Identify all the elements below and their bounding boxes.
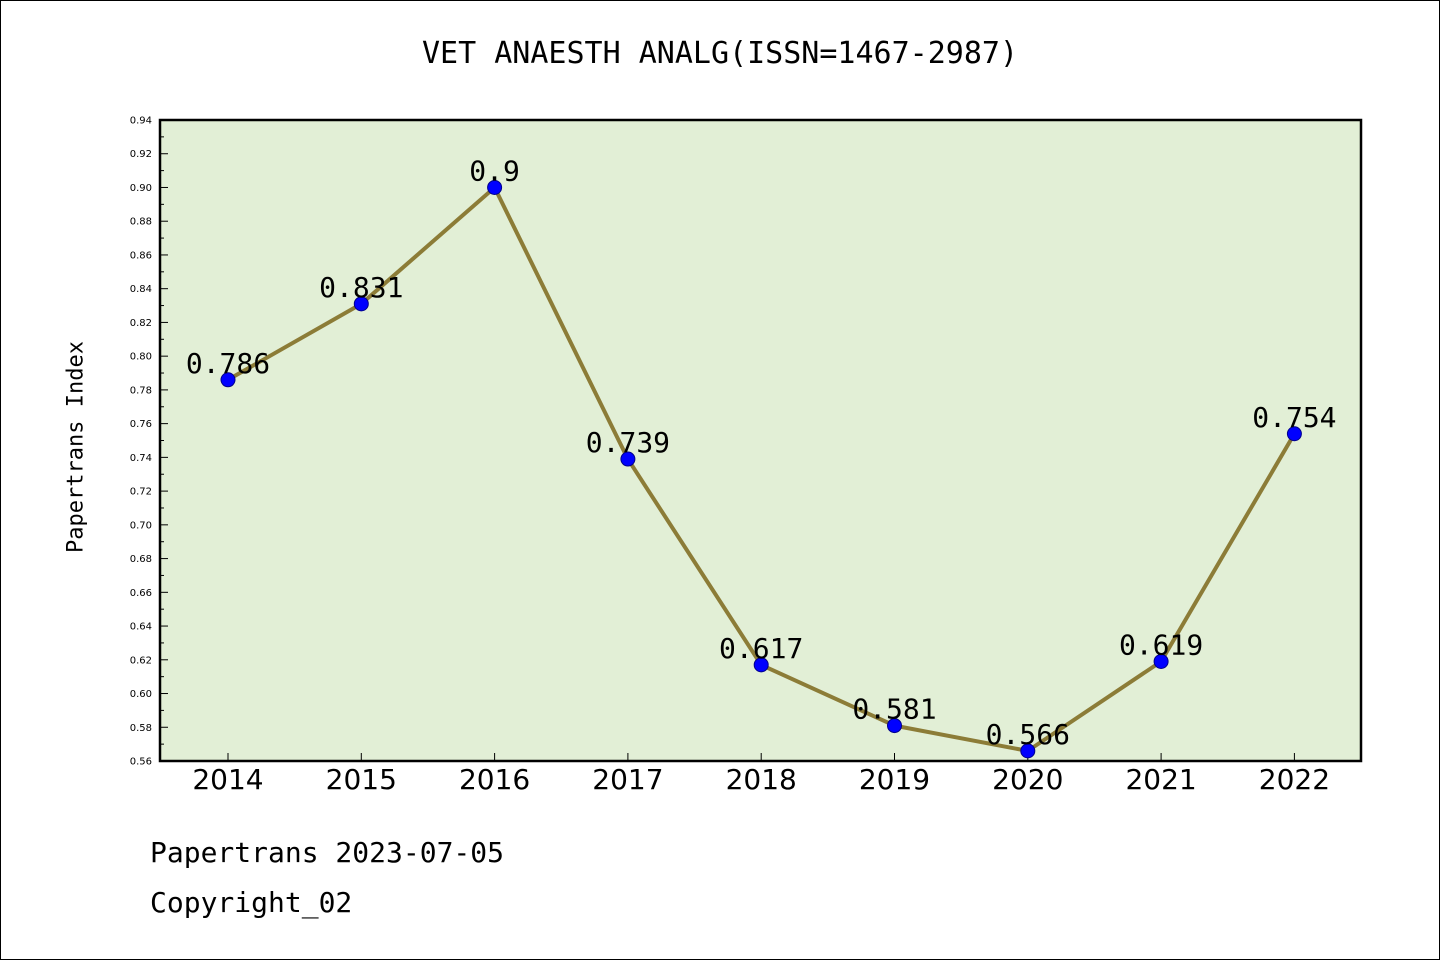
y-tick-label: 0.70 — [130, 520, 152, 531]
footer-copyright: Copyright_02 — [150, 886, 353, 919]
data-label: 0.9 — [469, 154, 520, 187]
y-tick-label: 0.76 — [130, 419, 152, 430]
y-tick-label: 0.94 — [130, 116, 152, 127]
data-point — [753, 657, 769, 673]
data-label: 0.739 — [586, 426, 670, 459]
chart-title: VET ANAESTH ANALG(ISSN=1467-2987) — [421, 36, 1019, 71]
data-point — [353, 296, 369, 312]
x-tick-label: 2019 — [859, 763, 930, 796]
y-tick-label: 0.58 — [130, 723, 152, 734]
data-markers — [220, 179, 1302, 759]
x-tick: 2016 — [459, 753, 530, 796]
y-tick-label: 0.80 — [130, 352, 152, 363]
y-tick-label: 0.74 — [130, 453, 152, 464]
x-tick: 2015 — [326, 753, 397, 796]
x-tick: 2018 — [726, 753, 797, 796]
y-tick-label: 0.90 — [130, 183, 152, 194]
data-point — [220, 372, 236, 388]
footer-date: Papertrans 2023-07-05 — [150, 836, 505, 869]
x-tick-label: 2017 — [592, 763, 663, 796]
x-tick-label: 2021 — [1125, 763, 1196, 796]
data-point — [487, 179, 503, 195]
x-tick-label: 2015 — [326, 763, 397, 796]
data-label: 0.754 — [1252, 401, 1336, 434]
data-point — [1153, 653, 1169, 669]
y-tick-label: 0.86 — [130, 250, 152, 261]
data-point — [1020, 743, 1036, 759]
x-tick: 2017 — [592, 753, 664, 796]
y-tick-label: 0.78 — [130, 385, 152, 396]
y-tick-label: 0.68 — [130, 554, 152, 565]
data-point — [1286, 426, 1302, 442]
x-tick: 2019 — [859, 753, 930, 796]
x-tick: 2021 — [1125, 753, 1197, 796]
y-tick-label: 0.82 — [130, 318, 152, 329]
y-tick-label: 0.84 — [130, 284, 152, 295]
y-tick-label: 0.92 — [130, 149, 152, 160]
y-tick-label: 0.88 — [130, 217, 152, 228]
plot-border — [158, 118, 1363, 763]
y-tick-label: 0.62 — [130, 655, 152, 666]
y-tick-label: 0.60 — [130, 689, 152, 700]
data-point — [620, 451, 636, 467]
data-label: 0.831 — [319, 271, 403, 304]
y-axis: 0.56 0.58 0.60 0.62 0.64 0.66 0.68 0.70 0.72 0.74… — [130, 116, 168, 768]
x-tick-label: 2022 — [1259, 763, 1330, 796]
data-labels: 0.786 0.831 0.9 0.739 0.617 0.581 0.566 0.619 0.… — [186, 154, 1337, 750]
x-axis: 2014 2015 2016 2017 2018 2019 2020 2021 2022 — [192, 753, 1330, 796]
x-tick: 2014 — [192, 753, 264, 796]
x-tick-label: 2014 — [192, 763, 263, 796]
data-label: 0.581 — [852, 693, 936, 726]
data-label: 0.617 — [719, 632, 803, 665]
y-tick-label: 0.64 — [130, 622, 152, 633]
y-tick-label: 0.72 — [130, 487, 152, 498]
y-tick-label: 0.66 — [130, 588, 152, 599]
x-tick-label: 2020 — [992, 763, 1063, 796]
data-label: 0.619 — [1119, 628, 1203, 661]
x-tick-label: 2018 — [726, 763, 797, 796]
data-label: 0.786 — [186, 347, 270, 380]
data-point — [887, 718, 902, 734]
x-tick: 2022 — [1259, 753, 1330, 796]
data-label: 0.566 — [986, 718, 1070, 751]
y-tick-label: 0.56 — [130, 757, 152, 768]
x-tick: 2020 — [992, 753, 1063, 796]
x-tick-label: 2016 — [459, 763, 530, 796]
